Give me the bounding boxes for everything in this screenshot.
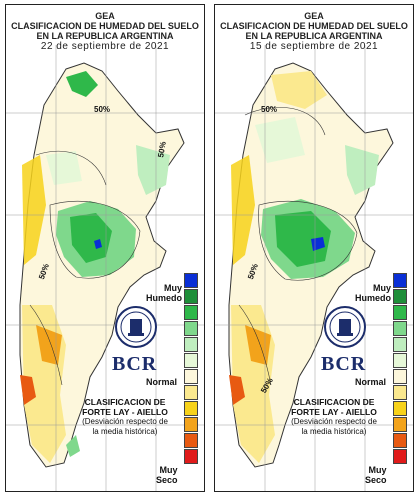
isoline-label: 50% [94,105,111,114]
map-header: GEA CLASIFICACION DE HUMEDAD DEL SUELO E… [215,11,413,52]
map-title-line1: CLASIFICACION DE HUMEDAD DEL SUELO [220,21,408,31]
map-date: 15 de septiembre de 2021 [249,41,379,52]
legend-top-label: Muy Humedo [146,283,182,303]
classification-title-line1: CLASIFICACION DE [84,397,166,407]
legend-swatch [184,289,198,304]
very-wet-spot [311,237,325,251]
classification-title-line1: CLASIFICACION DE [293,397,375,407]
legend-swatch [393,433,407,448]
legend-swatch [184,385,198,400]
map-date: 22 de septiembre de 2021 [40,41,170,52]
legend-swatch [393,273,407,288]
legend-mid-label: Normal [146,377,178,387]
soil-moisture-map-panel-sep15: GEA CLASIFICACION DE HUMEDAD DEL SUELO E… [214,4,414,492]
legend-swatch [184,417,198,432]
legend-swatch [393,321,407,336]
dry-zone-patagonia [245,325,271,365]
legend-swatch [184,321,198,336]
legend-swatch [393,401,407,416]
legend-swatch [184,353,198,368]
very-wet-spot [94,239,102,249]
dry-zone-patagonia [36,325,62,365]
legend-swatch [393,289,407,304]
wet-zone-north [66,71,98,97]
classification-title-line2: FORTE LAY - AIELLO [291,407,377,417]
legend-swatch [184,273,198,288]
argentina-soil-moisture-map [215,45,413,491]
legend-bottom-label-line2: Seco [365,475,387,485]
legend-swatch [184,337,198,352]
legend-top-label-line2: Humedo [355,293,391,303]
legend-bottom-label: Muy Seco [156,465,178,485]
soil-moisture-map-panel-sep22: GEA CLASIFICACION DE HUMEDAD DEL SUELO E… [5,4,205,492]
dry-zone-west [22,155,46,265]
bcr-logo-text: BCR [112,353,158,375]
legend-swatch [184,449,198,464]
legend-color-scale [393,273,409,465]
classification-note: CLASIFICACION DE FORTE LAY - AIELLO (Des… [70,397,180,437]
bcr-seal-logo [324,306,366,348]
classification-desc-line2: la media histórica) [301,427,367,436]
very-dry-zone-south [229,375,245,405]
bcr-seal-logo [115,306,157,348]
org-name: GEA [95,11,115,21]
legend-swatch [393,369,407,384]
legend-swatch [184,305,198,320]
legend-bottom-label-line2: Seco [156,475,178,485]
legend-swatch [184,433,198,448]
legend-bottom-label: Muy Seco [365,465,387,485]
map-title-line1: CLASIFICACION DE HUMEDAD DEL SUELO [11,21,199,31]
legend-swatch [393,417,407,432]
classification-note: CLASIFICACION DE FORTE LAY - AIELLO (Des… [279,397,389,437]
classification-desc-line1: (Desviación respecto de [291,417,377,426]
classification-title-line2: FORTE LAY - AIELLO [82,407,168,417]
map-title-line2: EN LA REPUBLICA ARGENTINA [245,31,383,41]
isoline-label: 50% [261,105,278,114]
dry-zone-north [271,71,327,109]
wet-zone-south-patch [66,435,80,457]
map-header: GEA CLASIFICACION DE HUMEDAD DEL SUELO E… [6,11,204,52]
moist-zone-center [255,117,305,163]
legend-top-label: Muy Humedo [355,283,391,303]
argentina-soil-moisture-map [6,45,204,491]
legend-bottom-label-line1: Muy [159,465,178,475]
very-dry-zone-south [20,375,36,405]
legend-swatch [393,353,407,368]
moist-zone-mesopotamia [345,145,379,195]
legend-color-scale [184,273,200,465]
legend-swatch [393,337,407,352]
moist-zone-mesopotamia [136,145,170,195]
legend-bottom-label-line1: Muy [368,465,387,475]
dry-zone-west [231,155,255,265]
moist-zone-center [46,151,82,185]
wet-zone-pampa-core [70,213,112,263]
classification-desc-line2: la media histórica) [92,427,158,436]
legend-swatch [184,401,198,416]
legend-top-label-line1: Muy [373,283,391,293]
legend-swatch [393,385,407,400]
wet-zone-pampa-core [275,211,331,267]
legend-top-label-line1: Muy [164,283,182,293]
legend-swatch [184,369,198,384]
legend-swatch [393,305,407,320]
map-title-line2: EN LA REPUBLICA ARGENTINA [36,31,174,41]
classification-desc-line1: (Desviación respecto de [82,417,168,426]
bcr-logo-text: BCR [321,353,367,375]
org-name: GEA [304,11,324,21]
legend-top-label-line2: Humedo [146,293,182,303]
legend-swatch [393,449,407,464]
legend-mid-label: Normal [355,377,387,387]
